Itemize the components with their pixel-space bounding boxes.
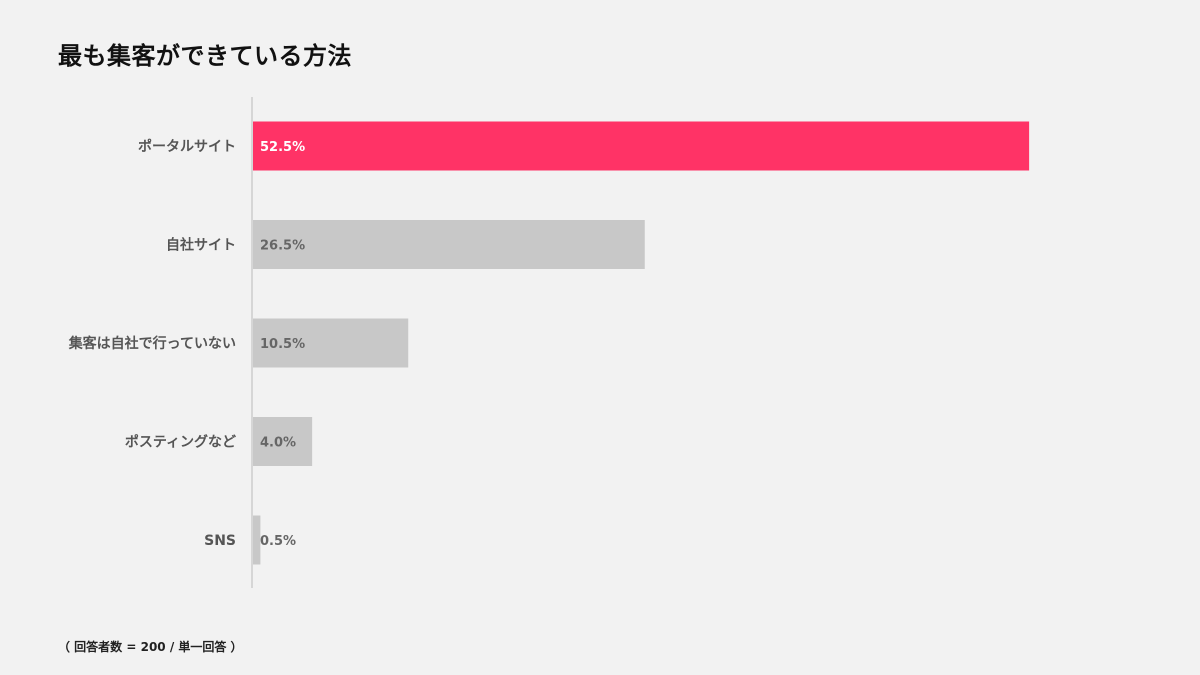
- footnote: （ 回答者数 = 200 / 単一回答 ）: [58, 640, 243, 654]
- category-label: ポスティングなど: [125, 434, 236, 451]
- data-label: 26.5%: [260, 239, 305, 254]
- bar-5: [253, 515, 261, 565]
- category-label: 自社サイト: [166, 237, 236, 254]
- data-label: 4.0%: [260, 436, 296, 451]
- bar-3: [253, 318, 409, 368]
- data-label: 10.5%: [260, 337, 305, 352]
- category-label: ポータルサイト: [138, 138, 236, 155]
- bar-4: [253, 417, 313, 466]
- data-label: 52.5%: [260, 140, 305, 155]
- bars-group: ポータルサイト 52.5% 自社サイト 26.5% 集客は自社で行っていない 10.5% ポ…: [68, 121, 1030, 565]
- bar-2: [253, 220, 645, 269]
- category-label: 集客は自社で行っていない: [68, 335, 236, 352]
- data-label: 0.5%: [260, 534, 296, 549]
- chart-title: 最も集客ができている方法: [58, 42, 352, 70]
- bar-1: [253, 121, 1030, 171]
- category-label: SNS: [204, 533, 236, 549]
